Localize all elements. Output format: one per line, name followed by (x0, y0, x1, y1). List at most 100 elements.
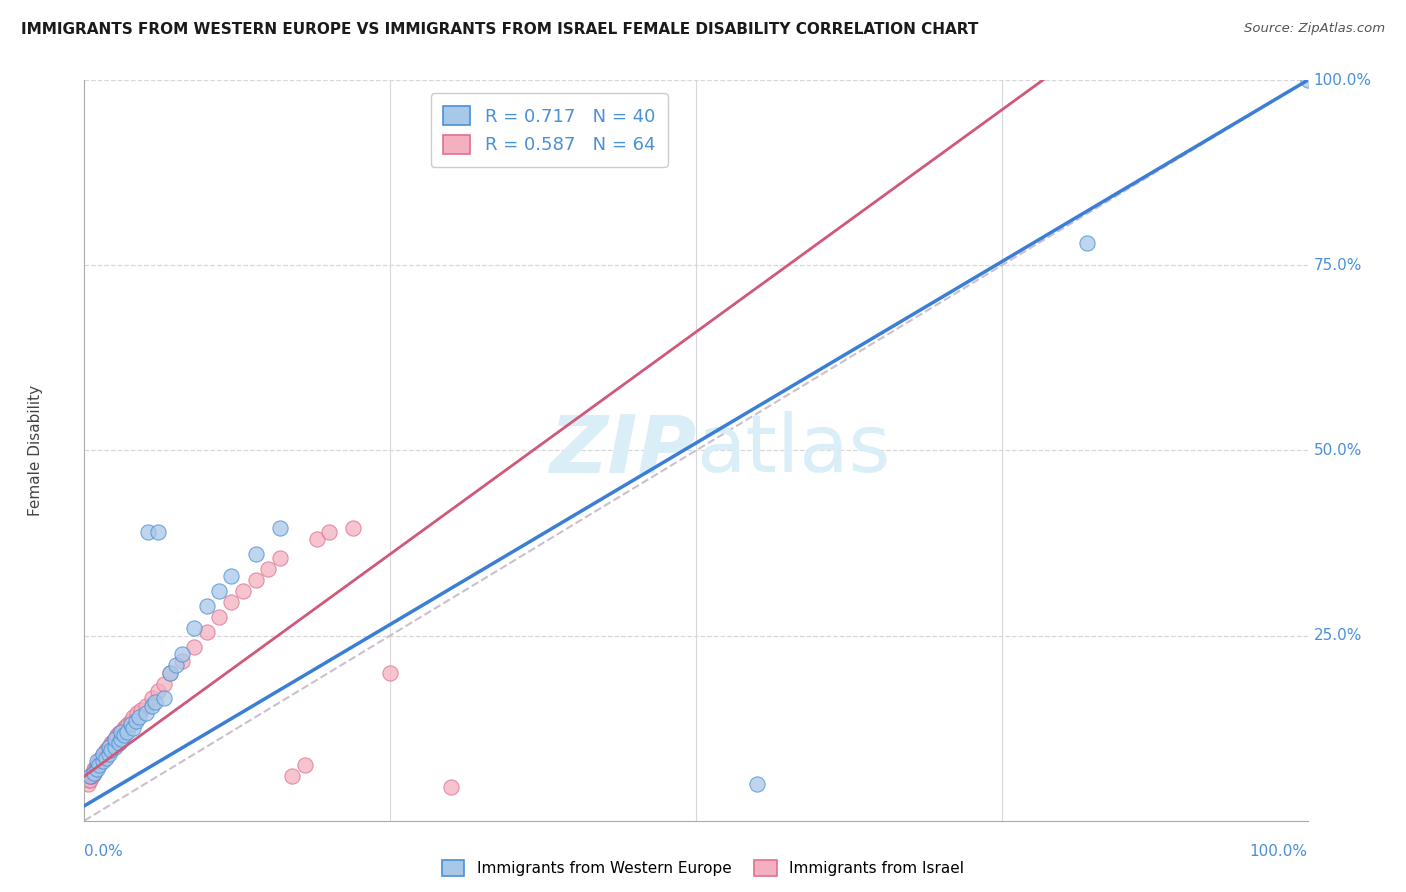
Point (110, 724, 132, 739)
Point (107, 726, 129, 740)
Point (79, 769, 101, 783)
Point (91, 750, 114, 764)
Point (141, 698, 163, 713)
Point (129, 703, 152, 717)
Point (100, 736, 122, 750)
Point (101, 736, 124, 750)
Point (93, 747, 115, 761)
Text: 100.0%: 100.0% (1250, 845, 1308, 859)
Legend: Immigrants from Western Europe, Immigrants from Israel: Immigrants from Western Europe, Immigran… (436, 855, 970, 882)
Point (183, 621, 205, 635)
Point (122, 721, 145, 735)
Point (125, 714, 148, 728)
Point (86, 762, 108, 776)
Legend: R = 0.717   N = 40, R = 0.587   N = 64: R = 0.717 N = 40, R = 0.587 N = 64 (430, 93, 668, 167)
Point (77, 772, 100, 787)
Point (269, 550, 291, 565)
Point (115, 724, 138, 739)
Point (105, 731, 128, 745)
Point (257, 562, 280, 576)
Point (112, 729, 135, 743)
Point (103, 733, 125, 747)
Point (232, 584, 254, 599)
Point (112, 721, 135, 735)
Point (104, 732, 127, 747)
Point (91, 755, 114, 769)
Point (183, 640, 205, 654)
Text: 75.0%: 75.0% (1313, 258, 1362, 273)
Point (107, 736, 129, 750)
Point (100, 743, 122, 757)
Point (219, 569, 242, 583)
Point (195, 624, 218, 639)
Point (128, 710, 150, 724)
Point (208, 610, 231, 624)
Point (318, 524, 340, 539)
Point (97, 739, 120, 754)
Point (172, 655, 194, 669)
Text: 100.0%: 100.0% (1313, 73, 1372, 87)
Point (153, 676, 176, 690)
Point (89, 753, 111, 767)
Point (94, 747, 117, 761)
Text: 25.0%: 25.0% (1313, 628, 1362, 643)
Point (104, 739, 127, 754)
Point (97, 747, 120, 761)
Point (91, 748, 114, 763)
Point (281, 769, 304, 783)
Text: 0.0%: 0.0% (84, 845, 124, 859)
Point (82, 768, 104, 782)
Point (125, 706, 148, 721)
Point (80, 769, 103, 783)
Point (165, 658, 187, 673)
Point (87, 758, 110, 772)
Point (159, 665, 181, 680)
Point (87, 758, 110, 772)
Point (122, 710, 145, 724)
Point (105, 729, 128, 743)
Point (159, 665, 181, 680)
Point (97, 743, 120, 757)
Point (141, 691, 163, 706)
Text: ZIP: ZIP (548, 411, 696, 490)
Point (98, 739, 121, 754)
Point (110, 724, 132, 739)
Point (153, 691, 176, 706)
Point (120, 717, 142, 731)
Text: 50.0%: 50.0% (1313, 443, 1362, 458)
Point (172, 647, 194, 661)
Point (135, 698, 157, 713)
Point (1076, 236, 1098, 251)
Point (89, 755, 111, 769)
Text: Female Disability: Female Disability (28, 384, 44, 516)
Point (305, 533, 328, 547)
Point (87, 755, 110, 769)
Point (135, 706, 157, 721)
Point (110, 732, 132, 747)
Point (747, 776, 769, 791)
Point (380, 665, 402, 680)
Point (245, 573, 267, 587)
Point (146, 684, 169, 698)
Point (91, 747, 114, 761)
Point (90, 750, 112, 764)
Point (269, 521, 291, 535)
Point (1296, 73, 1319, 87)
Point (120, 714, 142, 728)
Point (97, 739, 120, 754)
Point (84, 762, 107, 776)
Point (104, 732, 127, 747)
Point (83, 765, 105, 780)
Point (86, 758, 108, 772)
Point (79, 769, 101, 783)
Point (86, 755, 108, 769)
Point (136, 524, 159, 539)
Point (195, 599, 218, 613)
Point (82, 765, 104, 780)
Point (245, 547, 267, 561)
Point (342, 521, 364, 535)
Point (87, 756, 110, 770)
Text: Source: ZipAtlas.com: Source: ZipAtlas.com (1244, 22, 1385, 36)
Point (208, 584, 231, 599)
Point (96, 743, 118, 757)
